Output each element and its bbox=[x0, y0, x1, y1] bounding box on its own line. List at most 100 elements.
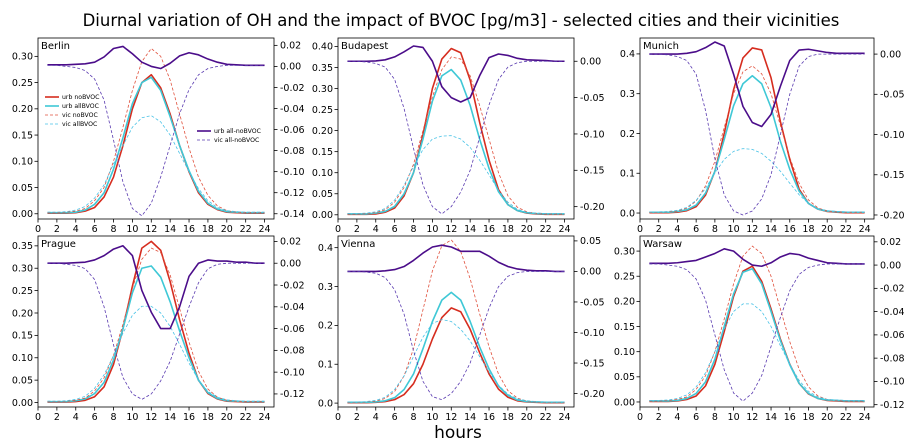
series-line-urb-noBVOC bbox=[649, 265, 865, 403]
y2-tick-label: -0.06 bbox=[280, 125, 305, 136]
y-tick-label: 0.30 bbox=[12, 52, 33, 63]
x-tick-label: 24 bbox=[559, 412, 571, 423]
legend-label: urb noBVOC bbox=[62, 94, 99, 101]
x-tick-label: 8 bbox=[110, 224, 116, 235]
x-tick-label: 14 bbox=[765, 412, 777, 423]
x-tick-label: 18 bbox=[502, 224, 514, 235]
x-tick-label: 2 bbox=[656, 224, 662, 235]
panel-vienna: 0 2 4 6 8 10 12 14 16 18 20 22 240.00.10.20.30.4-0.2… bbox=[318, 235, 605, 423]
y2-tick-label: -0.15 bbox=[580, 358, 605, 369]
y-tick-label: 0.25 bbox=[312, 105, 333, 116]
y-tick-label: 0.15 bbox=[312, 147, 333, 158]
y-tick-label: 0.20 bbox=[12, 308, 33, 319]
x-tick-label: 18 bbox=[202, 412, 214, 423]
y2-tick-label: 0.02 bbox=[280, 41, 301, 52]
x-tick-label: 22 bbox=[840, 412, 852, 423]
y-tick-label: 0.25 bbox=[12, 78, 33, 89]
y-tick-label: 0.30 bbox=[614, 246, 635, 257]
series-line-vic-diff bbox=[47, 262, 265, 400]
y2-tick-label: 0.02 bbox=[280, 237, 301, 248]
y-tick-label: 0.30 bbox=[312, 84, 333, 95]
series-line-vic-diff bbox=[649, 263, 865, 402]
x-tick-label: 18 bbox=[502, 412, 514, 423]
series-line-vic-noBVOC bbox=[347, 56, 565, 215]
x-tick-label: 12 bbox=[145, 412, 157, 423]
panels-container: 0 2 4 6 8 10 12 14 16 18 20 22 240.000.050.100.150.2… bbox=[12, 37, 905, 423]
y2-tick-label: -0.06 bbox=[280, 324, 305, 335]
panel-warsaw: 0 2 4 6 8 10 12 14 16 18 20 22 240.000.050.100.150.2… bbox=[614, 235, 905, 423]
series-line-vic-diff bbox=[347, 271, 565, 401]
series-line-urb-allBVOC bbox=[47, 265, 265, 403]
x-tick-label: 4 bbox=[73, 412, 79, 423]
series-line-vic-allBVOC bbox=[347, 135, 565, 214]
x-tick-label: 8 bbox=[712, 412, 718, 423]
x-tick-label: 4 bbox=[373, 224, 379, 235]
y-tick-label: 0.10 bbox=[12, 157, 33, 168]
y2-tick-label: 0.00 bbox=[580, 267, 601, 278]
y2-tick-label: -0.14 bbox=[280, 209, 305, 220]
x-tick-label: 10 bbox=[426, 412, 438, 423]
x-tick-label: 12 bbox=[746, 224, 758, 235]
x-tick-label: 14 bbox=[164, 224, 176, 235]
x-tick-label: 20 bbox=[221, 224, 233, 235]
city-label: Berlin bbox=[41, 41, 70, 52]
x-tick-label: 18 bbox=[202, 224, 214, 235]
x-tick-label: 10 bbox=[126, 412, 138, 423]
y2-tick-label: -0.02 bbox=[280, 83, 305, 94]
y2-tick-label: -0.05 bbox=[580, 93, 605, 104]
y2-tick-label: -0.12 bbox=[280, 389, 305, 400]
x-tick-label: 20 bbox=[821, 224, 833, 235]
series-line-vic-allBVOC bbox=[47, 305, 265, 402]
y-tick-label: 0.35 bbox=[12, 241, 33, 252]
y2-tick-label: -0.20 bbox=[580, 389, 605, 400]
city-label: Budapest bbox=[341, 41, 388, 52]
y2-tick-label: 0.05 bbox=[580, 236, 601, 247]
y-tick-label: 0.3 bbox=[318, 282, 333, 293]
y2-tick-label: 0.00 bbox=[880, 260, 901, 271]
plot-frame bbox=[639, 37, 875, 220]
y2-tick-label: 0.00 bbox=[280, 62, 301, 73]
x-tick-label: 6 bbox=[693, 412, 699, 423]
y-tick-label: 0.15 bbox=[614, 322, 635, 333]
y-tick-label: 0.1 bbox=[620, 169, 635, 180]
x-tick-label: 4 bbox=[674, 412, 680, 423]
series-line-vic-diff bbox=[649, 53, 865, 216]
series-line-vic-noBVOC bbox=[347, 239, 565, 403]
y-tick-label: 0.40 bbox=[312, 42, 333, 53]
y-tick-label: 0.00 bbox=[614, 397, 635, 408]
legend-label: vic allBVOC bbox=[62, 121, 97, 128]
city-label: Warsaw bbox=[643, 239, 682, 250]
x-tick-label: 2 bbox=[354, 412, 360, 423]
series-line-vic-diff bbox=[47, 64, 265, 217]
x-tick-label: 14 bbox=[464, 224, 476, 235]
y-tick-label: 0.1 bbox=[318, 360, 333, 371]
x-tick-label: 6 bbox=[392, 224, 398, 235]
y2-tick-label: -0.02 bbox=[280, 280, 305, 291]
x-tick-label: 12 bbox=[445, 224, 457, 235]
y2-tick-label: -0.10 bbox=[280, 367, 305, 378]
y-tick-label: 0.35 bbox=[312, 63, 333, 74]
legend-left: urb noBVOC urb allBVOC vic noBVOC vic allBV… bbox=[45, 94, 99, 128]
x-tick-label: 24 bbox=[259, 412, 271, 423]
legend-label: urb all-noBVOC bbox=[214, 128, 261, 135]
plot-frame bbox=[337, 37, 575, 220]
y-tick-label: 0.05 bbox=[312, 189, 333, 200]
series-line-urb-diff bbox=[649, 248, 865, 268]
y2-tick-label: -0.15 bbox=[880, 170, 905, 181]
x-tick-label: 0 bbox=[35, 224, 41, 235]
plot-frame bbox=[337, 235, 575, 408]
x-tick-label: 2 bbox=[354, 224, 360, 235]
x-tick-label: 4 bbox=[373, 412, 379, 423]
y-tick-label: 0.3 bbox=[620, 89, 635, 100]
y2-tick-label: 0.00 bbox=[580, 57, 601, 68]
series-line-urb-noBVOC bbox=[347, 307, 565, 404]
y-tick-label: 0.10 bbox=[12, 353, 33, 364]
city-label: Prague bbox=[41, 239, 76, 250]
x-tick-label: 20 bbox=[821, 412, 833, 423]
series-line-vic-allBVOC bbox=[649, 148, 865, 213]
x-tick-label: 12 bbox=[445, 412, 457, 423]
legend-label: vic all-noBVOC bbox=[214, 137, 259, 144]
x-tick-label: 8 bbox=[410, 412, 416, 423]
y2-tick-label: -0.10 bbox=[580, 129, 605, 140]
y2-tick-label: -0.08 bbox=[280, 146, 305, 157]
